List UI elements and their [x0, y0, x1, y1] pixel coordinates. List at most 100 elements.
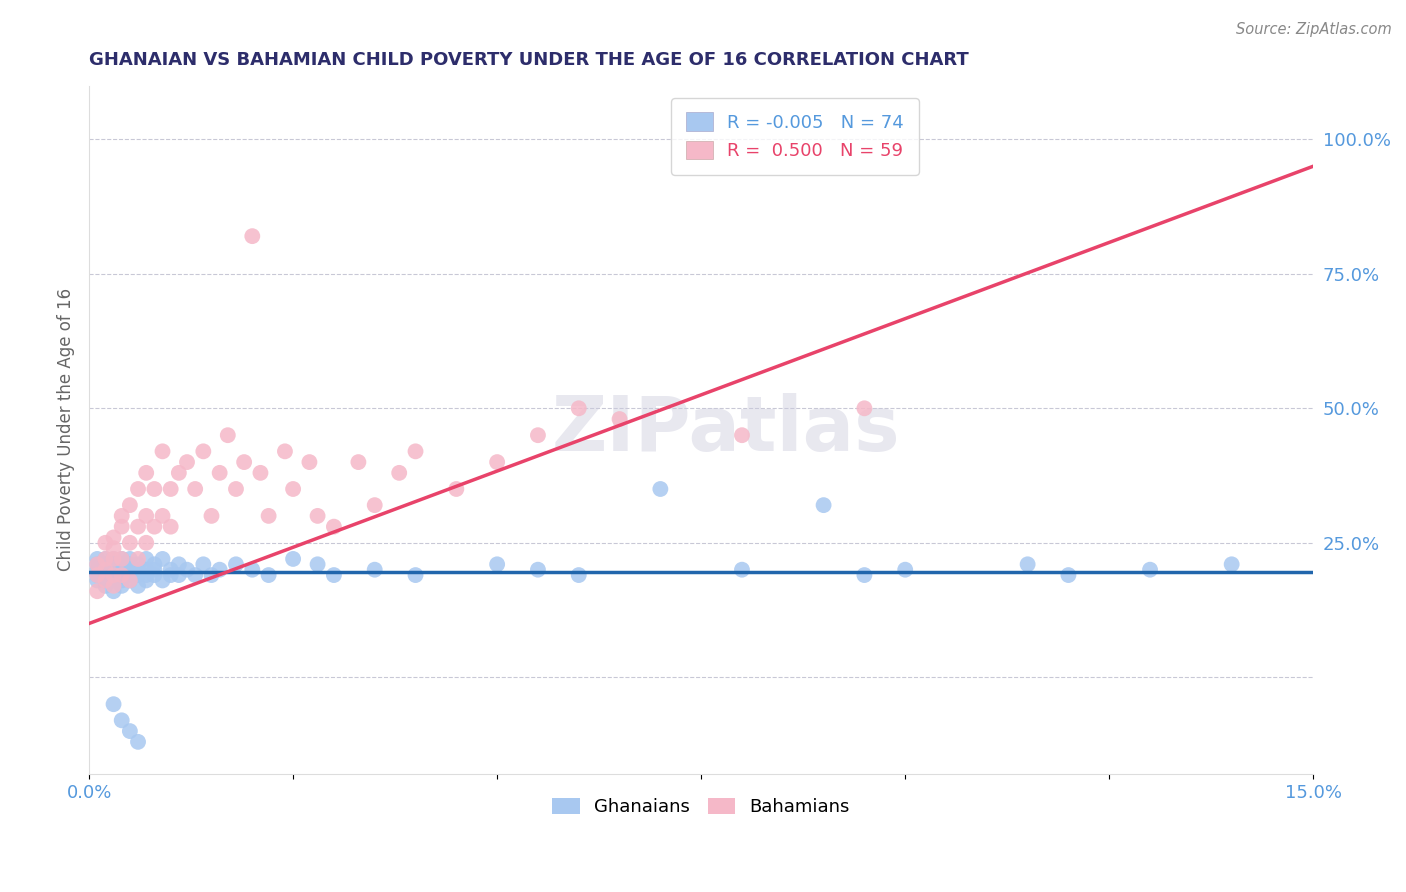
Point — [249, 466, 271, 480]
Point — [103, 563, 125, 577]
Point — [94, 574, 117, 588]
Point — [103, 558, 125, 572]
Point — [167, 558, 190, 572]
Point — [405, 568, 427, 582]
Point — [118, 724, 141, 739]
Point — [184, 568, 207, 582]
Point — [176, 563, 198, 577]
Point — [135, 466, 157, 480]
Point — [103, 579, 125, 593]
Point — [86, 552, 108, 566]
Point — [609, 412, 631, 426]
Point — [322, 568, 344, 582]
Point — [159, 563, 181, 577]
Point — [486, 558, 509, 572]
Point — [118, 574, 141, 588]
Point — [217, 428, 239, 442]
Point — [135, 563, 157, 577]
Point — [127, 568, 149, 582]
Point — [111, 552, 134, 566]
Point — [118, 574, 141, 588]
Point — [111, 568, 134, 582]
Point — [143, 519, 166, 533]
Point — [257, 568, 280, 582]
Point — [94, 563, 117, 577]
Point — [135, 568, 157, 582]
Point — [86, 563, 108, 577]
Point — [307, 558, 329, 572]
Text: GHANAIAN VS BAHAMIAN CHILD POVERTY UNDER THE AGE OF 16 CORRELATION CHART: GHANAIAN VS BAHAMIAN CHILD POVERTY UNDER… — [89, 51, 969, 69]
Point — [103, 552, 125, 566]
Point — [281, 482, 304, 496]
Point — [240, 563, 263, 577]
Point — [143, 568, 166, 582]
Point — [159, 482, 181, 496]
Point — [1139, 563, 1161, 577]
Point — [1220, 558, 1243, 572]
Text: Source: ZipAtlas.com: Source: ZipAtlas.com — [1236, 22, 1392, 37]
Point — [200, 568, 222, 582]
Point — [111, 508, 134, 523]
Point — [135, 536, 157, 550]
Point — [184, 482, 207, 496]
Point — [152, 444, 174, 458]
Point — [143, 482, 166, 496]
Point — [152, 574, 174, 588]
Point — [894, 563, 917, 577]
Point — [193, 558, 215, 572]
Point — [111, 558, 134, 572]
Point — [127, 519, 149, 533]
Point — [86, 558, 108, 572]
Point — [111, 574, 134, 588]
Point — [118, 563, 141, 577]
Point — [446, 482, 468, 496]
Point — [103, 568, 125, 582]
Point — [111, 519, 134, 533]
Point — [103, 530, 125, 544]
Point — [167, 568, 190, 582]
Point — [94, 536, 117, 550]
Point — [135, 508, 157, 523]
Point — [127, 482, 149, 496]
Point — [233, 455, 256, 469]
Point — [1057, 568, 1080, 582]
Point — [86, 558, 108, 572]
Point — [1017, 558, 1039, 572]
Point — [94, 558, 117, 572]
Point — [568, 568, 591, 582]
Point — [731, 428, 754, 442]
Point — [193, 444, 215, 458]
Point — [152, 552, 174, 566]
Point — [94, 574, 117, 588]
Point — [274, 444, 297, 458]
Point — [111, 714, 134, 728]
Point — [94, 563, 117, 577]
Point — [159, 519, 181, 533]
Point — [118, 552, 141, 566]
Y-axis label: Child Poverty Under the Age of 16: Child Poverty Under the Age of 16 — [58, 288, 75, 572]
Point — [298, 455, 321, 469]
Point — [225, 482, 247, 496]
Point — [118, 498, 141, 512]
Point — [94, 552, 117, 566]
Point — [853, 401, 876, 416]
Point — [103, 568, 125, 582]
Point — [127, 563, 149, 577]
Point — [127, 558, 149, 572]
Point — [103, 584, 125, 599]
Point — [111, 579, 134, 593]
Point — [103, 697, 125, 711]
Point — [127, 735, 149, 749]
Point — [94, 552, 117, 566]
Point — [364, 563, 387, 577]
Point — [86, 568, 108, 582]
Legend: Ghanaians, Bahamians: Ghanaians, Bahamians — [546, 791, 858, 823]
Point — [103, 552, 125, 566]
Text: ZIPatlas: ZIPatlas — [551, 392, 900, 467]
Point — [127, 552, 149, 566]
Point — [103, 541, 125, 556]
Point — [225, 558, 247, 572]
Point — [405, 444, 427, 458]
Point — [111, 568, 134, 582]
Point — [281, 552, 304, 566]
